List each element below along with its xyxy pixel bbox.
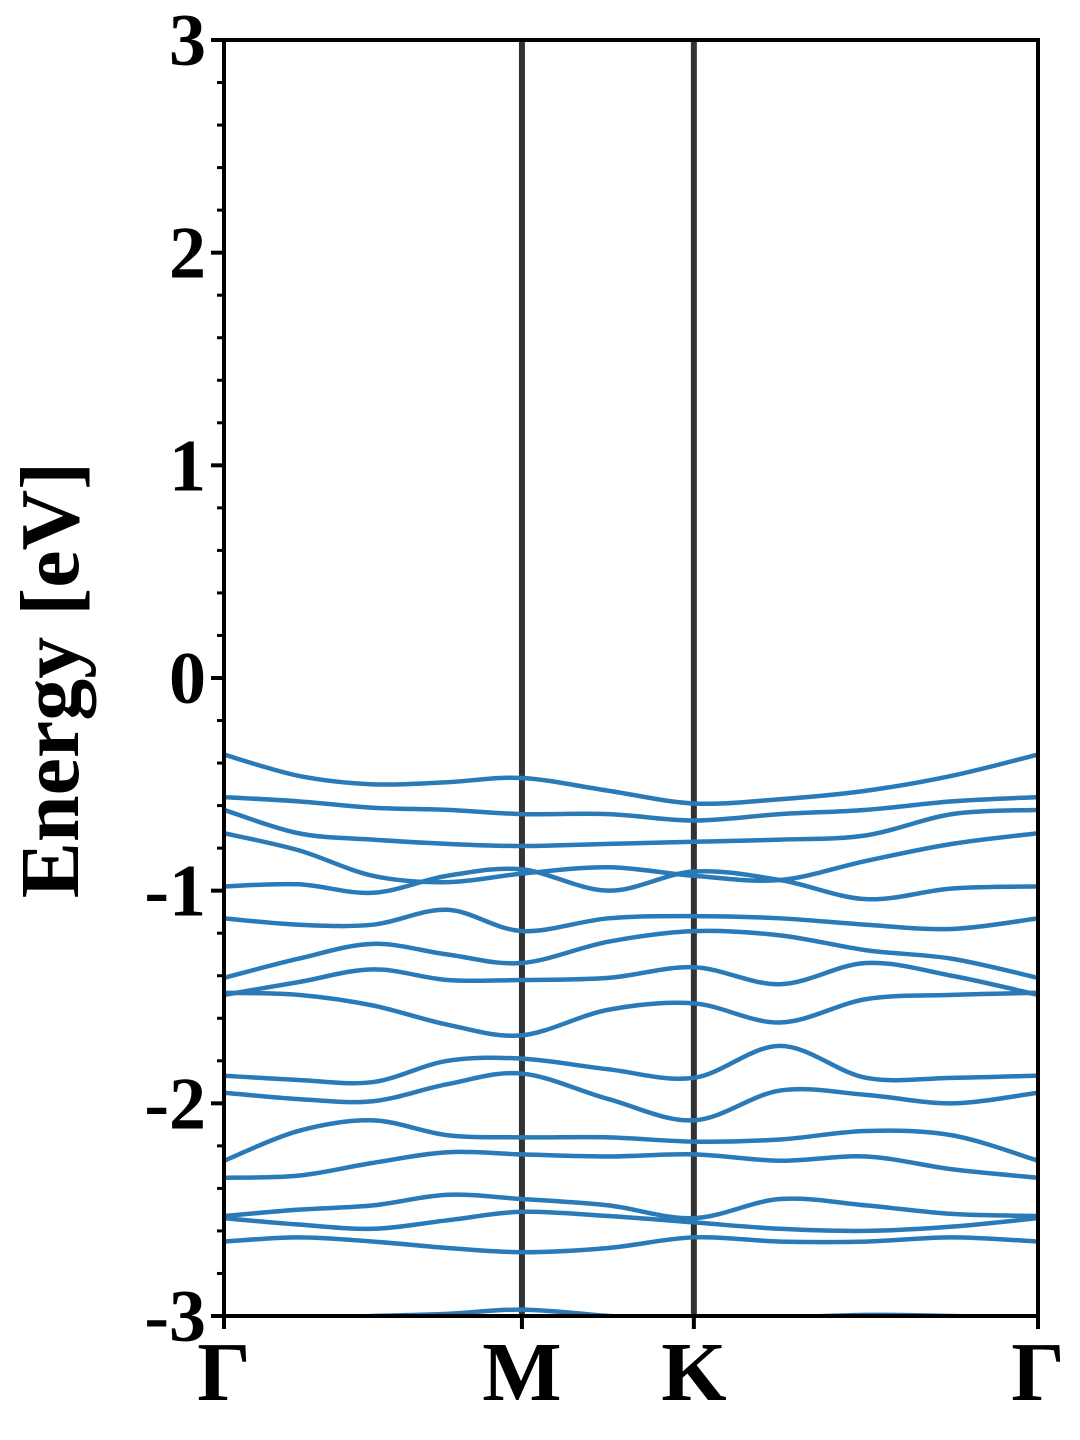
- band-line: [224, 752, 1038, 807]
- x-tick-label: Γ: [197, 1326, 250, 1419]
- y-tick-label: 1: [169, 425, 206, 507]
- band-line: [224, 1118, 1038, 1163]
- band-line: [224, 1070, 1038, 1123]
- band-line: [224, 794, 1038, 823]
- y-tick-label: -2: [144, 1063, 206, 1145]
- band-line: [224, 1234, 1038, 1255]
- y-tick-label: -1: [144, 851, 206, 933]
- x-tick-label: M: [482, 1326, 561, 1419]
- y-tick-label: 0: [169, 638, 206, 720]
- y-tick-label: 2: [169, 213, 206, 295]
- y-tick-label: -3: [144, 1276, 206, 1358]
- x-tick-label: K: [661, 1326, 726, 1419]
- y-axis-label: Energy [eV]: [4, 462, 97, 898]
- band-line: [224, 960, 1038, 998]
- band-line: [224, 1149, 1038, 1181]
- band-line: [224, 928, 1038, 981]
- plot-area: [224, 40, 1038, 1316]
- band-line: [224, 866, 1038, 902]
- x-tick-label: Γ: [1011, 1326, 1064, 1419]
- band-line: [224, 807, 1038, 849]
- band-line: [224, 1192, 1038, 1221]
- plot-frame: [222, 38, 1040, 1318]
- band-line: [224, 1209, 1038, 1234]
- band-line: [224, 907, 1038, 934]
- y-tick-label: 3: [169, 0, 206, 82]
- band-line: [224, 1043, 1038, 1086]
- band-line: [224, 990, 1038, 1038]
- band-line: [224, 831, 1038, 885]
